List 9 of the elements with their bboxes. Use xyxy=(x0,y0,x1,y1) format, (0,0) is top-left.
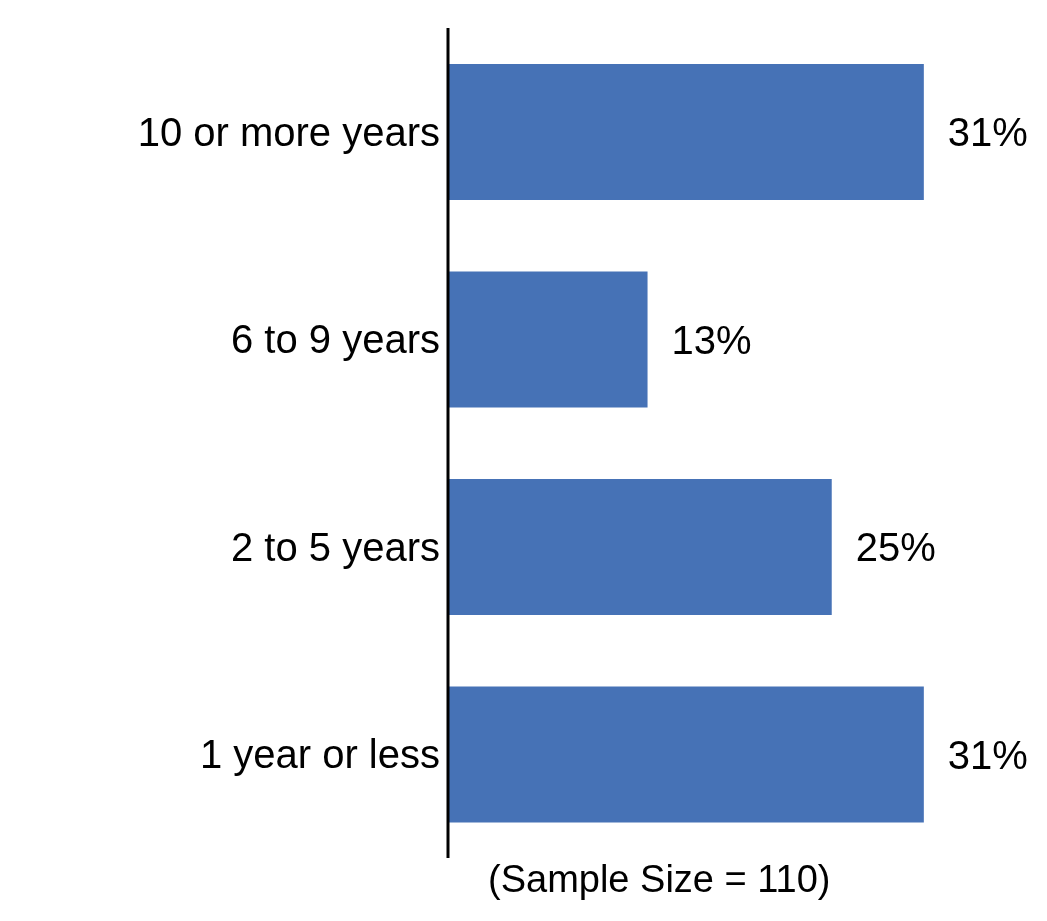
data-label: 31% xyxy=(947,732,1028,777)
y-tick-label: 2 to 5 years xyxy=(230,524,440,569)
y-tick-label: 10 or more years xyxy=(137,109,440,154)
data-label: 13% xyxy=(671,317,752,362)
y-tick-label: 1 year or less xyxy=(199,732,440,777)
data-label: 31% xyxy=(947,110,1028,155)
y-tick-label: 6 to 9 years xyxy=(230,317,440,362)
data-label: 25% xyxy=(855,525,936,570)
annotation: (Sample Size = 110) xyxy=(488,858,832,901)
